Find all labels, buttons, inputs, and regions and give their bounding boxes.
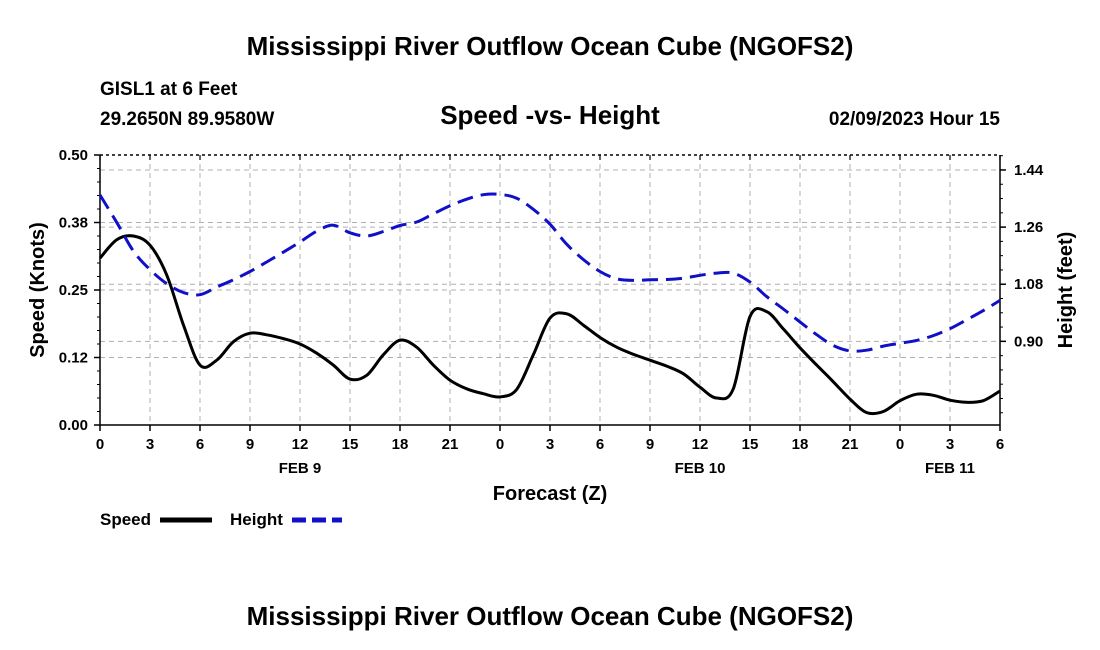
footer-title: Mississippi River Outflow Ocean Cube (NG…	[247, 601, 854, 631]
speed-series-line	[98, 234, 1001, 416]
right-y-tick-label: 0.90	[1014, 333, 1043, 350]
x-tick-label: 6	[996, 436, 1004, 453]
x-axis-title: Forecast (Z)	[493, 483, 607, 505]
chart-subtitle: Speed -vs- Height	[440, 100, 660, 130]
x-tick-label: 18	[392, 436, 409, 453]
x-tick-label: 6	[196, 436, 204, 453]
x-tick-label: 0	[896, 436, 904, 453]
axes-layer	[94, 154, 1006, 431]
x-tick-label: 21	[842, 436, 859, 453]
left-y-tick-label: 0.12	[59, 350, 88, 367]
forecast-timestamp: 02/09/2023 Hour 15	[829, 109, 1001, 130]
x-tick-label: 9	[646, 436, 654, 453]
x-tick-label: 12	[692, 436, 709, 453]
right-y-tick-label: 1.26	[1014, 219, 1043, 236]
left-y-tick-label: 0.50	[59, 147, 88, 164]
x-tick-label: 15	[742, 436, 759, 453]
left-y-tick-label: 0.38	[59, 215, 88, 232]
chart-title: Mississippi River Outflow Ocean Cube (NG…	[247, 31, 854, 61]
right-axis-title: Height (feet)	[1055, 232, 1077, 349]
series-layer	[98, 192, 1001, 416]
x-tick-label: 3	[946, 436, 954, 453]
right-y-tick-label: 1.44	[1014, 162, 1044, 179]
x-tick-label: 3	[546, 436, 554, 453]
date-label: FEB 9	[279, 460, 322, 477]
legend-speed-label: Speed	[100, 510, 151, 529]
station-label: GISL1 at 6 Feet	[100, 79, 238, 100]
date-label: FEB 10	[675, 460, 726, 477]
tick-labels: 0 3 6 9 12 15 18 21 0 3 6 9 12 15 18 21 0 3 6 0.00 0.12 0.25 0…	[59, 147, 1044, 477]
location-label: 29.2650N 89.9580W	[100, 109, 274, 130]
left-y-tick-label: 0.00	[59, 417, 88, 434]
height-series-line	[98, 192, 1001, 353]
x-tick-label: 15	[342, 436, 359, 453]
x-tick-label: 12	[292, 436, 309, 453]
date-label: FEB 11	[925, 460, 975, 477]
grid-layer	[100, 155, 1000, 425]
right-y-tick-label: 1.08	[1014, 276, 1043, 293]
left-y-tick-label: 0.25	[59, 282, 88, 299]
legend-height-label: Height	[230, 510, 283, 529]
x-tick-label: 0	[496, 436, 504, 453]
legend: Speed Height	[100, 510, 342, 529]
x-tick-label: 9	[246, 436, 254, 453]
left-axis-title: Speed (Knots)	[27, 222, 49, 358]
x-tick-label: 3	[146, 436, 154, 453]
x-tick-label: 0	[96, 436, 104, 453]
x-tick-label: 6	[596, 436, 604, 453]
x-tick-label: 18	[792, 436, 809, 453]
x-tick-label: 21	[442, 436, 459, 453]
